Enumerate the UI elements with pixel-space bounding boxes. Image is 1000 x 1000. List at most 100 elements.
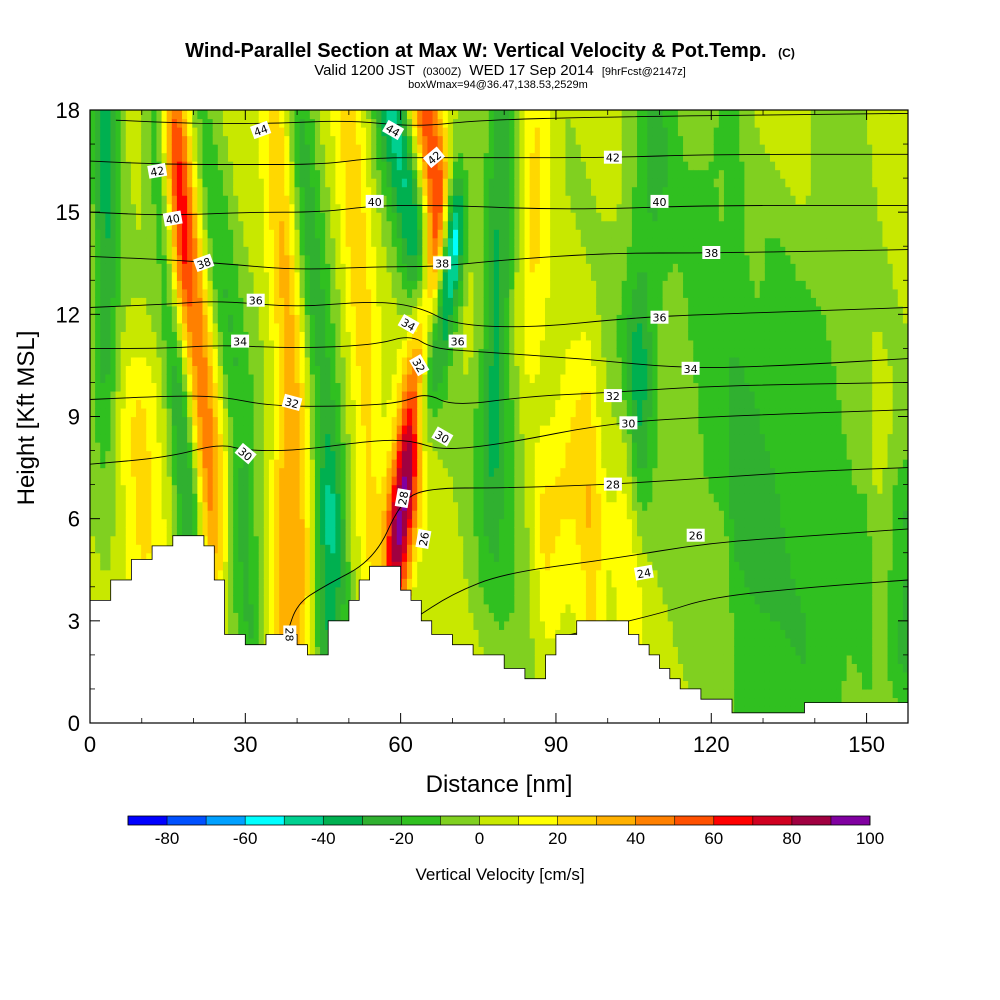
w-cell — [371, 552, 377, 562]
w-cell — [253, 442, 260, 452]
w-cell — [314, 169, 321, 179]
w-cell — [222, 339, 229, 349]
w-cell — [176, 246, 183, 256]
w-cell — [432, 518, 439, 528]
w-cell — [141, 203, 147, 213]
w-cell — [171, 220, 178, 230]
chart-subtitle: Valid 1200 JST (0300Z) WED 17 Sep 2014 [… — [314, 62, 686, 79]
w-cell — [412, 442, 418, 452]
w-cell — [371, 399, 377, 409]
w-cell — [100, 382, 106, 392]
w-cell — [371, 510, 377, 520]
w-cell — [151, 229, 158, 239]
w-cell — [345, 271, 352, 281]
w-cell — [391, 365, 398, 375]
w-cell — [263, 203, 270, 213]
w-cell — [325, 365, 331, 375]
w-cell — [427, 561, 434, 571]
w-cell — [146, 399, 152, 409]
w-cell — [268, 569, 275, 579]
w-cell — [238, 118, 244, 128]
w-cell — [320, 586, 326, 596]
w-cell — [105, 220, 112, 230]
w-cell — [197, 246, 204, 256]
w-cell — [100, 288, 106, 298]
w-cell — [355, 254, 362, 264]
w-cell — [130, 493, 137, 503]
w-cell — [294, 178, 301, 188]
w-cell — [340, 425, 347, 435]
w-cell — [391, 314, 398, 324]
w-cell — [422, 314, 429, 324]
w-cell — [95, 271, 101, 281]
w-cell — [391, 195, 398, 205]
w-cell — [314, 612, 321, 622]
w-cell — [304, 612, 311, 622]
w-cell — [100, 552, 106, 562]
w-cell — [386, 220, 393, 230]
w-cell — [161, 152, 168, 162]
w-cell — [90, 152, 96, 162]
w-cell — [391, 288, 398, 298]
w-cell — [151, 450, 158, 460]
w-cell — [115, 331, 122, 341]
w-cell — [130, 271, 137, 281]
w-cell — [284, 356, 290, 367]
w-cell — [233, 297, 239, 307]
w-cell — [100, 339, 106, 349]
w-cell — [299, 620, 306, 630]
w-cell — [141, 169, 147, 179]
w-cell — [350, 425, 357, 435]
w-cell — [192, 212, 198, 222]
w-cell — [396, 442, 403, 452]
w-cell — [376, 288, 383, 298]
w-cell — [279, 620, 285, 630]
w-cell — [151, 459, 158, 469]
w-cell — [136, 382, 142, 392]
w-cell — [396, 331, 403, 341]
w-cell — [406, 544, 413, 554]
w-cell — [120, 399, 127, 409]
w-cell — [151, 186, 158, 196]
w-cell — [243, 578, 250, 588]
w-cell — [202, 501, 209, 511]
w-cell — [182, 314, 188, 324]
w-cell — [120, 467, 127, 477]
w-cell — [366, 382, 372, 392]
w-cell — [376, 203, 383, 213]
w-cell — [325, 552, 331, 562]
w-cell — [125, 297, 132, 307]
w-cell — [422, 407, 429, 418]
w-cell — [263, 144, 270, 154]
w-cell — [437, 365, 444, 375]
w-cell — [105, 450, 112, 460]
w-cell — [396, 373, 403, 384]
w-cell — [432, 459, 439, 469]
w-cell — [207, 518, 214, 528]
w-cell — [212, 110, 219, 120]
w-cell — [105, 373, 112, 384]
w-cell — [233, 186, 239, 196]
w-cell — [350, 348, 357, 358]
w-cell — [171, 476, 178, 486]
w-cell — [360, 186, 367, 196]
w-cell — [141, 459, 147, 469]
w-cell — [192, 459, 198, 469]
w-cell — [130, 399, 137, 409]
w-cell — [279, 178, 285, 188]
w-cell — [187, 203, 193, 213]
w-cell — [161, 450, 168, 460]
w-cell — [253, 595, 260, 605]
w-cell — [304, 433, 311, 443]
w-cell — [100, 195, 106, 205]
w-cell — [151, 195, 158, 205]
w-cell — [100, 399, 106, 409]
w-cell — [105, 203, 112, 213]
w-cell — [136, 271, 142, 281]
w-cell — [176, 203, 183, 213]
w-cell — [197, 484, 204, 494]
w-cell — [207, 365, 214, 375]
w-cell — [412, 195, 418, 205]
w-cell — [187, 433, 193, 443]
w-cell — [345, 382, 352, 392]
